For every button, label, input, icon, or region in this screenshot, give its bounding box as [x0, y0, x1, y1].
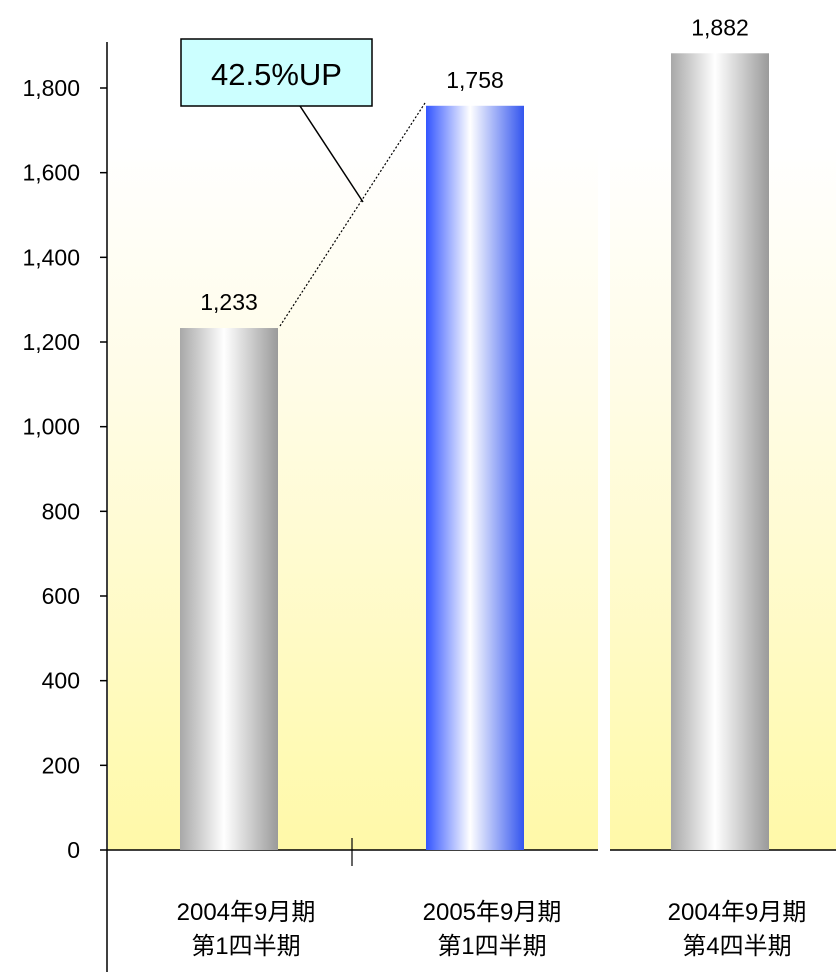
data-label-3: 1,882	[691, 14, 749, 40]
category-label-2-line-1: 2005年9月期	[423, 899, 562, 926]
y-axis-ticks: 0 200 400 600 800 1,000 1,200 1,400 1,600 1,800	[22, 75, 107, 863]
bars	[180, 53, 769, 850]
y-tick-label: 400	[42, 668, 80, 694]
category-label-1-line-1: 2004年9月期	[177, 899, 316, 926]
growth-callout: 42.5%UP	[180, 38, 426, 327]
y-tick-label: 200	[42, 752, 80, 778]
data-labels: 1,233 1,758 1,882	[200, 14, 749, 315]
y-tick-label: 1,200	[22, 329, 80, 355]
callout-text: 42.5%UP	[211, 57, 342, 92]
y-tick-label: 1,000	[22, 414, 80, 440]
callout-leader	[299, 105, 364, 203]
y-tick-label: 1,800	[22, 75, 80, 101]
bar-3	[671, 53, 769, 850]
callout-box	[180, 38, 373, 107]
y-tick-label: 1,600	[22, 160, 80, 186]
data-label-1: 1,233	[200, 289, 258, 315]
category-label-3-line-1: 2004年9月期	[668, 899, 807, 926]
data-label-2: 1,758	[446, 67, 504, 93]
y-tick-label: 600	[42, 583, 80, 609]
callout-leader-dotted	[279, 102, 426, 327]
y-tick-label: 800	[42, 498, 80, 524]
category-label-3-line-2: 第4四半期	[682, 933, 791, 960]
category-label-1-line-2: 第1四半期	[191, 933, 300, 960]
y-tick-label: 1,400	[22, 244, 80, 270]
bar-2	[426, 105, 524, 850]
bar-1	[180, 328, 278, 850]
category-label-2-line-2: 第1四半期	[437, 933, 546, 960]
y-tick-label: 0	[67, 837, 80, 863]
